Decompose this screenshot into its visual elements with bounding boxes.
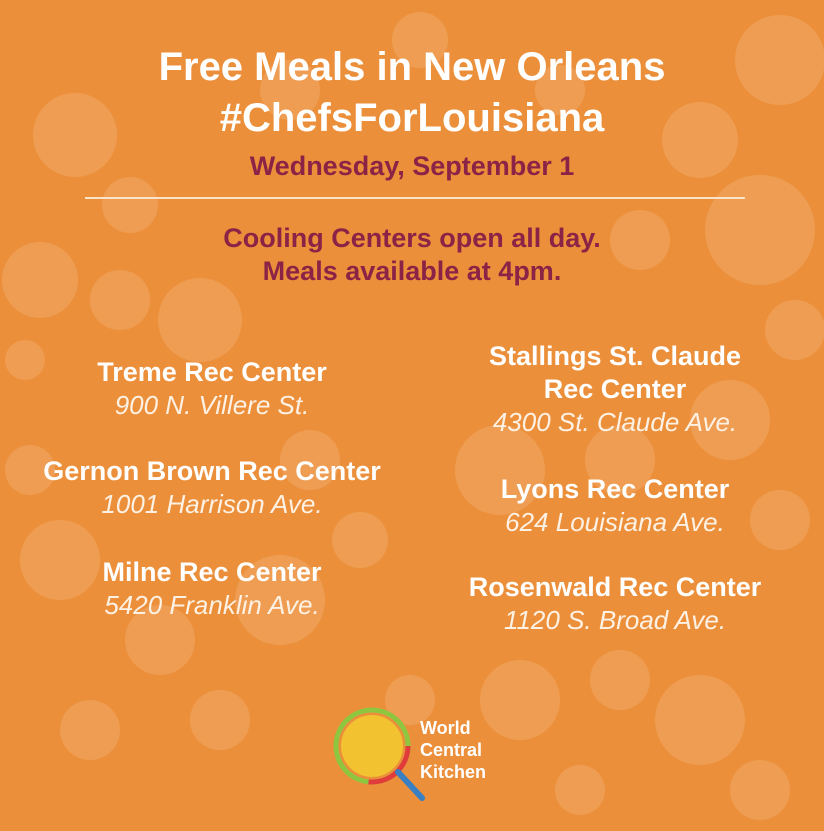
location-name: Stallings St. Claude bbox=[489, 341, 741, 371]
location-name: Lyons Rec Center bbox=[501, 474, 730, 504]
location-address: 1120 S. Broad Ave. bbox=[504, 605, 726, 635]
notice-line: Cooling Centers open all day. bbox=[223, 223, 601, 253]
logo-text: Kitchen bbox=[420, 762, 486, 782]
location-address: 900 N. Villere St. bbox=[115, 390, 310, 420]
bubbles bbox=[2, 12, 824, 820]
location-address: 624 Louisiana Ave. bbox=[505, 507, 725, 537]
location-name: Milne Rec Center bbox=[102, 557, 322, 587]
location-name: Rosenwald Rec Center bbox=[469, 572, 762, 602]
title-line: Free Meals in New Orleans bbox=[159, 45, 666, 89]
logo: World Central Kitchen bbox=[333, 707, 486, 801]
location-address: 4300 St. Claude Ave. bbox=[493, 407, 737, 437]
location-address: 1001 Harrison Ave. bbox=[101, 489, 322, 519]
notice-line: Meals available at 4pm. bbox=[263, 256, 562, 286]
location-address: 5420 Franklin Ave. bbox=[104, 590, 319, 620]
logo-text: Central bbox=[420, 740, 482, 760]
title-line: #ChefsForLouisiana bbox=[220, 96, 605, 140]
logo-text: World bbox=[420, 718, 471, 738]
location-name: Gernon Brown Rec Center bbox=[43, 456, 381, 486]
date: Wednesday, September 1 bbox=[250, 151, 575, 181]
location-name: Rec Center bbox=[544, 374, 687, 404]
location-name: Treme Rec Center bbox=[97, 357, 327, 387]
